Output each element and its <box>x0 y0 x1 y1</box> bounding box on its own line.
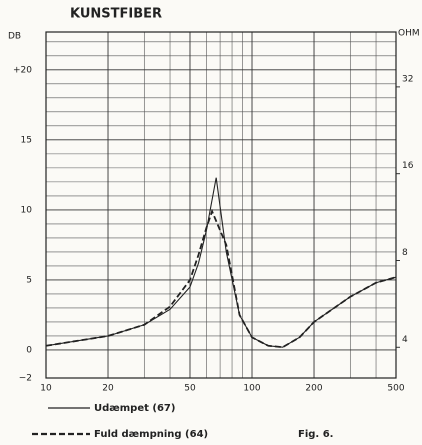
y-tick-label: 0 <box>26 345 32 355</box>
y2-tick-label: 4 <box>402 335 408 345</box>
y2-axis-label: OHM <box>398 29 420 39</box>
y-tick-label: +20 <box>13 65 32 75</box>
plot-frame <box>45 31 397 379</box>
x-tick-label: 50 <box>184 384 196 394</box>
line-series <box>45 208 397 349</box>
y-tick-label: 10 <box>21 205 33 215</box>
y2-tick-label: 16 <box>402 161 414 171</box>
x-tick-label: 20 <box>102 384 114 394</box>
x-tick-label: 100 <box>243 384 260 394</box>
annotation: Fig. 6. <box>298 429 333 440</box>
legend-label: Udæmpet (67) <box>94 403 175 414</box>
x-tick-label: 500 <box>387 384 404 394</box>
y-tick-label: 5 <box>26 275 32 285</box>
x-tick-label: 10 <box>40 384 52 394</box>
legend-label: Fuld dæmpning (64) <box>94 429 208 440</box>
y-axis-label: DB <box>8 32 21 42</box>
chart-title: KUNSTFIBER <box>70 7 162 22</box>
y-tick-label: −2 <box>19 374 32 384</box>
y2-tick-label: 8 <box>402 248 408 258</box>
x-tick-label: 200 <box>305 384 322 394</box>
y-tick-label: 15 <box>21 135 32 145</box>
y2-tick-label: 32 <box>402 74 413 84</box>
